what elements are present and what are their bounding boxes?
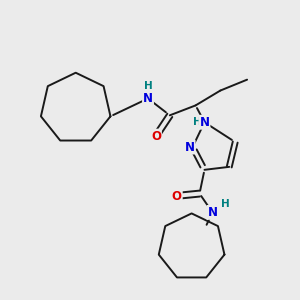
Text: O: O — [172, 190, 182, 203]
Text: O: O — [151, 130, 161, 142]
Text: N: N — [200, 116, 209, 129]
Text: N: N — [207, 206, 218, 219]
Text: H: H — [221, 200, 230, 209]
Text: H: H — [144, 81, 152, 91]
Text: N: N — [184, 140, 195, 154]
Text: N: N — [143, 92, 153, 105]
Text: H: H — [193, 117, 202, 127]
